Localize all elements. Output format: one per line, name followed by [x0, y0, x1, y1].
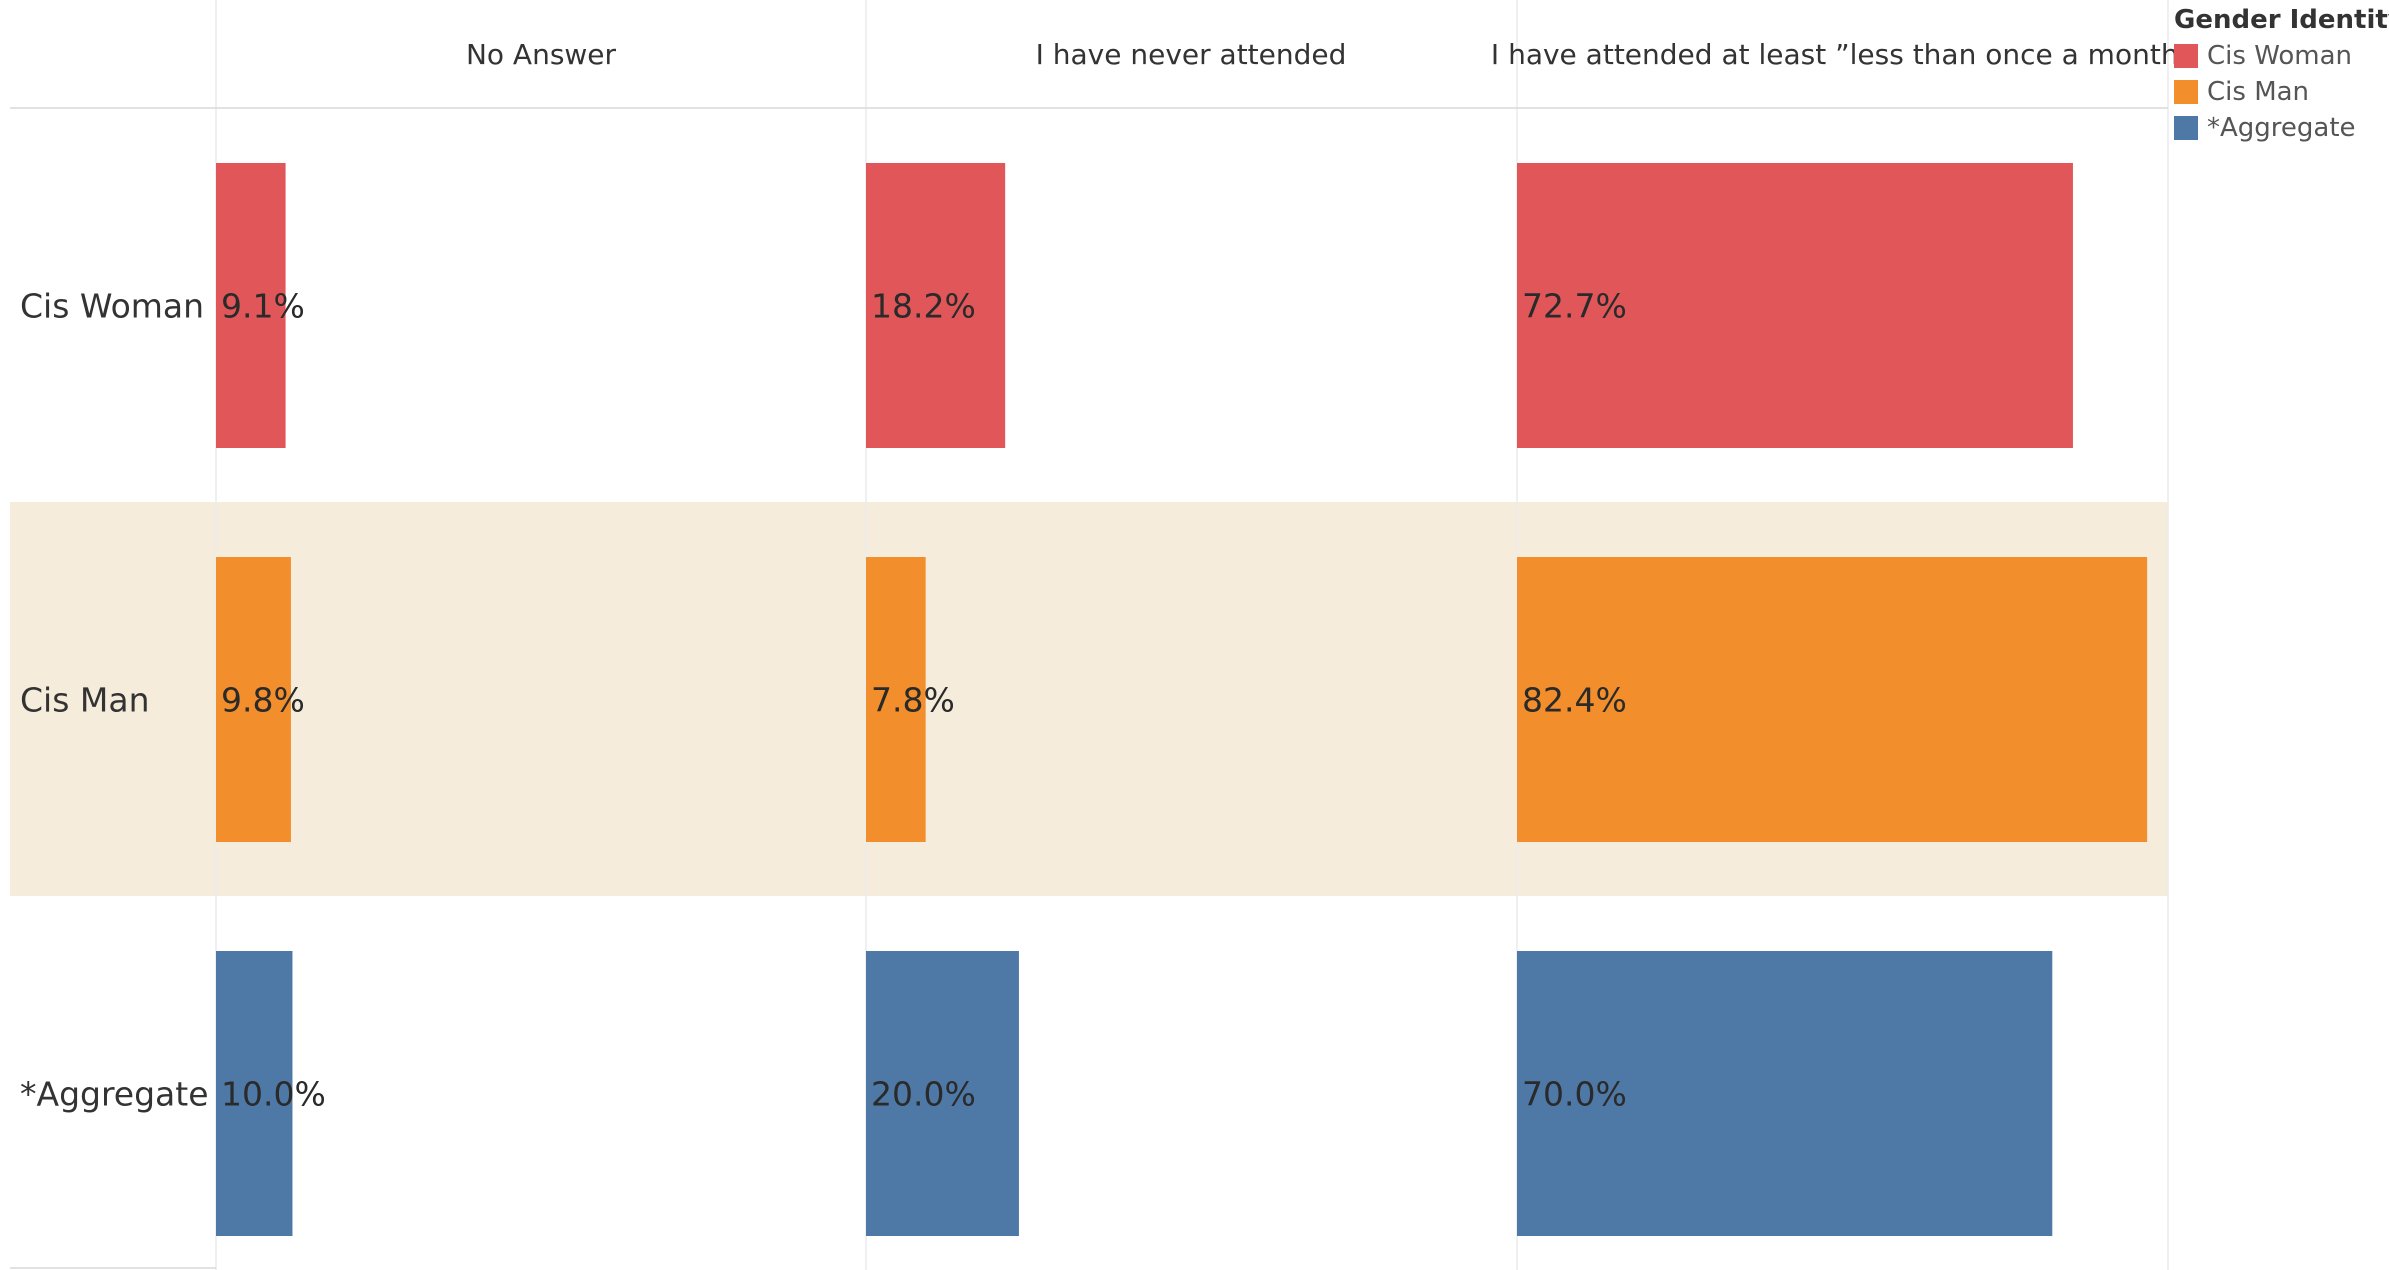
value-label-cis-woman-col2: 18.2% — [871, 287, 976, 326]
bar-cis-man-col3 — [1517, 557, 2148, 842]
bar-aggregate-col2 — [866, 951, 1019, 1236]
legend-swatch-cis-man — [2174, 80, 2198, 104]
value-label-cis-man-col1: 9.8% — [221, 681, 305, 720]
value-label-aggregate-col2: 20.0% — [871, 1075, 976, 1114]
value-label-cis-woman-col3: 72.7% — [1522, 287, 1627, 326]
row-label-aggregate: *Aggregate — [20, 1075, 209, 1114]
legend: Gender Identity Cis Woman Cis Man *Aggre… — [2174, 2, 2389, 146]
bar-cis-man-col1 — [216, 557, 291, 842]
bar-cis-woman-col2 — [866, 163, 1006, 448]
bar-aggregate-col1 — [216, 951, 293, 1236]
bar-aggregate-col3 — [1517, 951, 2053, 1236]
legend-label-cis-woman: Cis Woman — [2207, 41, 2353, 71]
bar-cis-woman-col1 — [216, 163, 286, 448]
bar-cis-man-col2 — [866, 557, 926, 842]
legend-item-cis-man[interactable]: Cis Man — [2174, 74, 2386, 110]
legend-swatch-cis-woman — [2174, 44, 2198, 68]
legend-label-cis-man: Cis Man — [2207, 77, 2310, 107]
value-label-aggregate-col1: 10.0% — [221, 1075, 326, 1114]
legend-swatch-aggregate — [2174, 116, 2198, 140]
value-label-aggregate-col3: 70.0% — [1522, 1075, 1627, 1114]
column-header-1: No Answer — [466, 38, 617, 71]
value-label-cis-man-col2: 7.8% — [871, 681, 955, 720]
column-header-2: I have never attended — [1036, 38, 1347, 71]
column-header-3: I have attended at least ”less than once… — [1491, 38, 2193, 71]
value-label-cis-man-col3: 82.4% — [1522, 681, 1627, 720]
row-label-cis-woman: Cis Woman — [20, 287, 204, 326]
legend-item-cis-woman[interactable]: Cis Woman — [2174, 38, 2386, 74]
row-label-cis-man: Cis Man — [20, 681, 150, 720]
value-label-cis-woman-col1: 9.1% — [221, 287, 305, 326]
bar-cis-woman-col3 — [1517, 163, 2073, 448]
legend-item-aggregate[interactable]: *Aggregate — [2174, 110, 2386, 146]
legend-label-aggregate: *Aggregate — [2207, 113, 2356, 143]
legend-title: Gender Identity — [2174, 5, 2389, 35]
